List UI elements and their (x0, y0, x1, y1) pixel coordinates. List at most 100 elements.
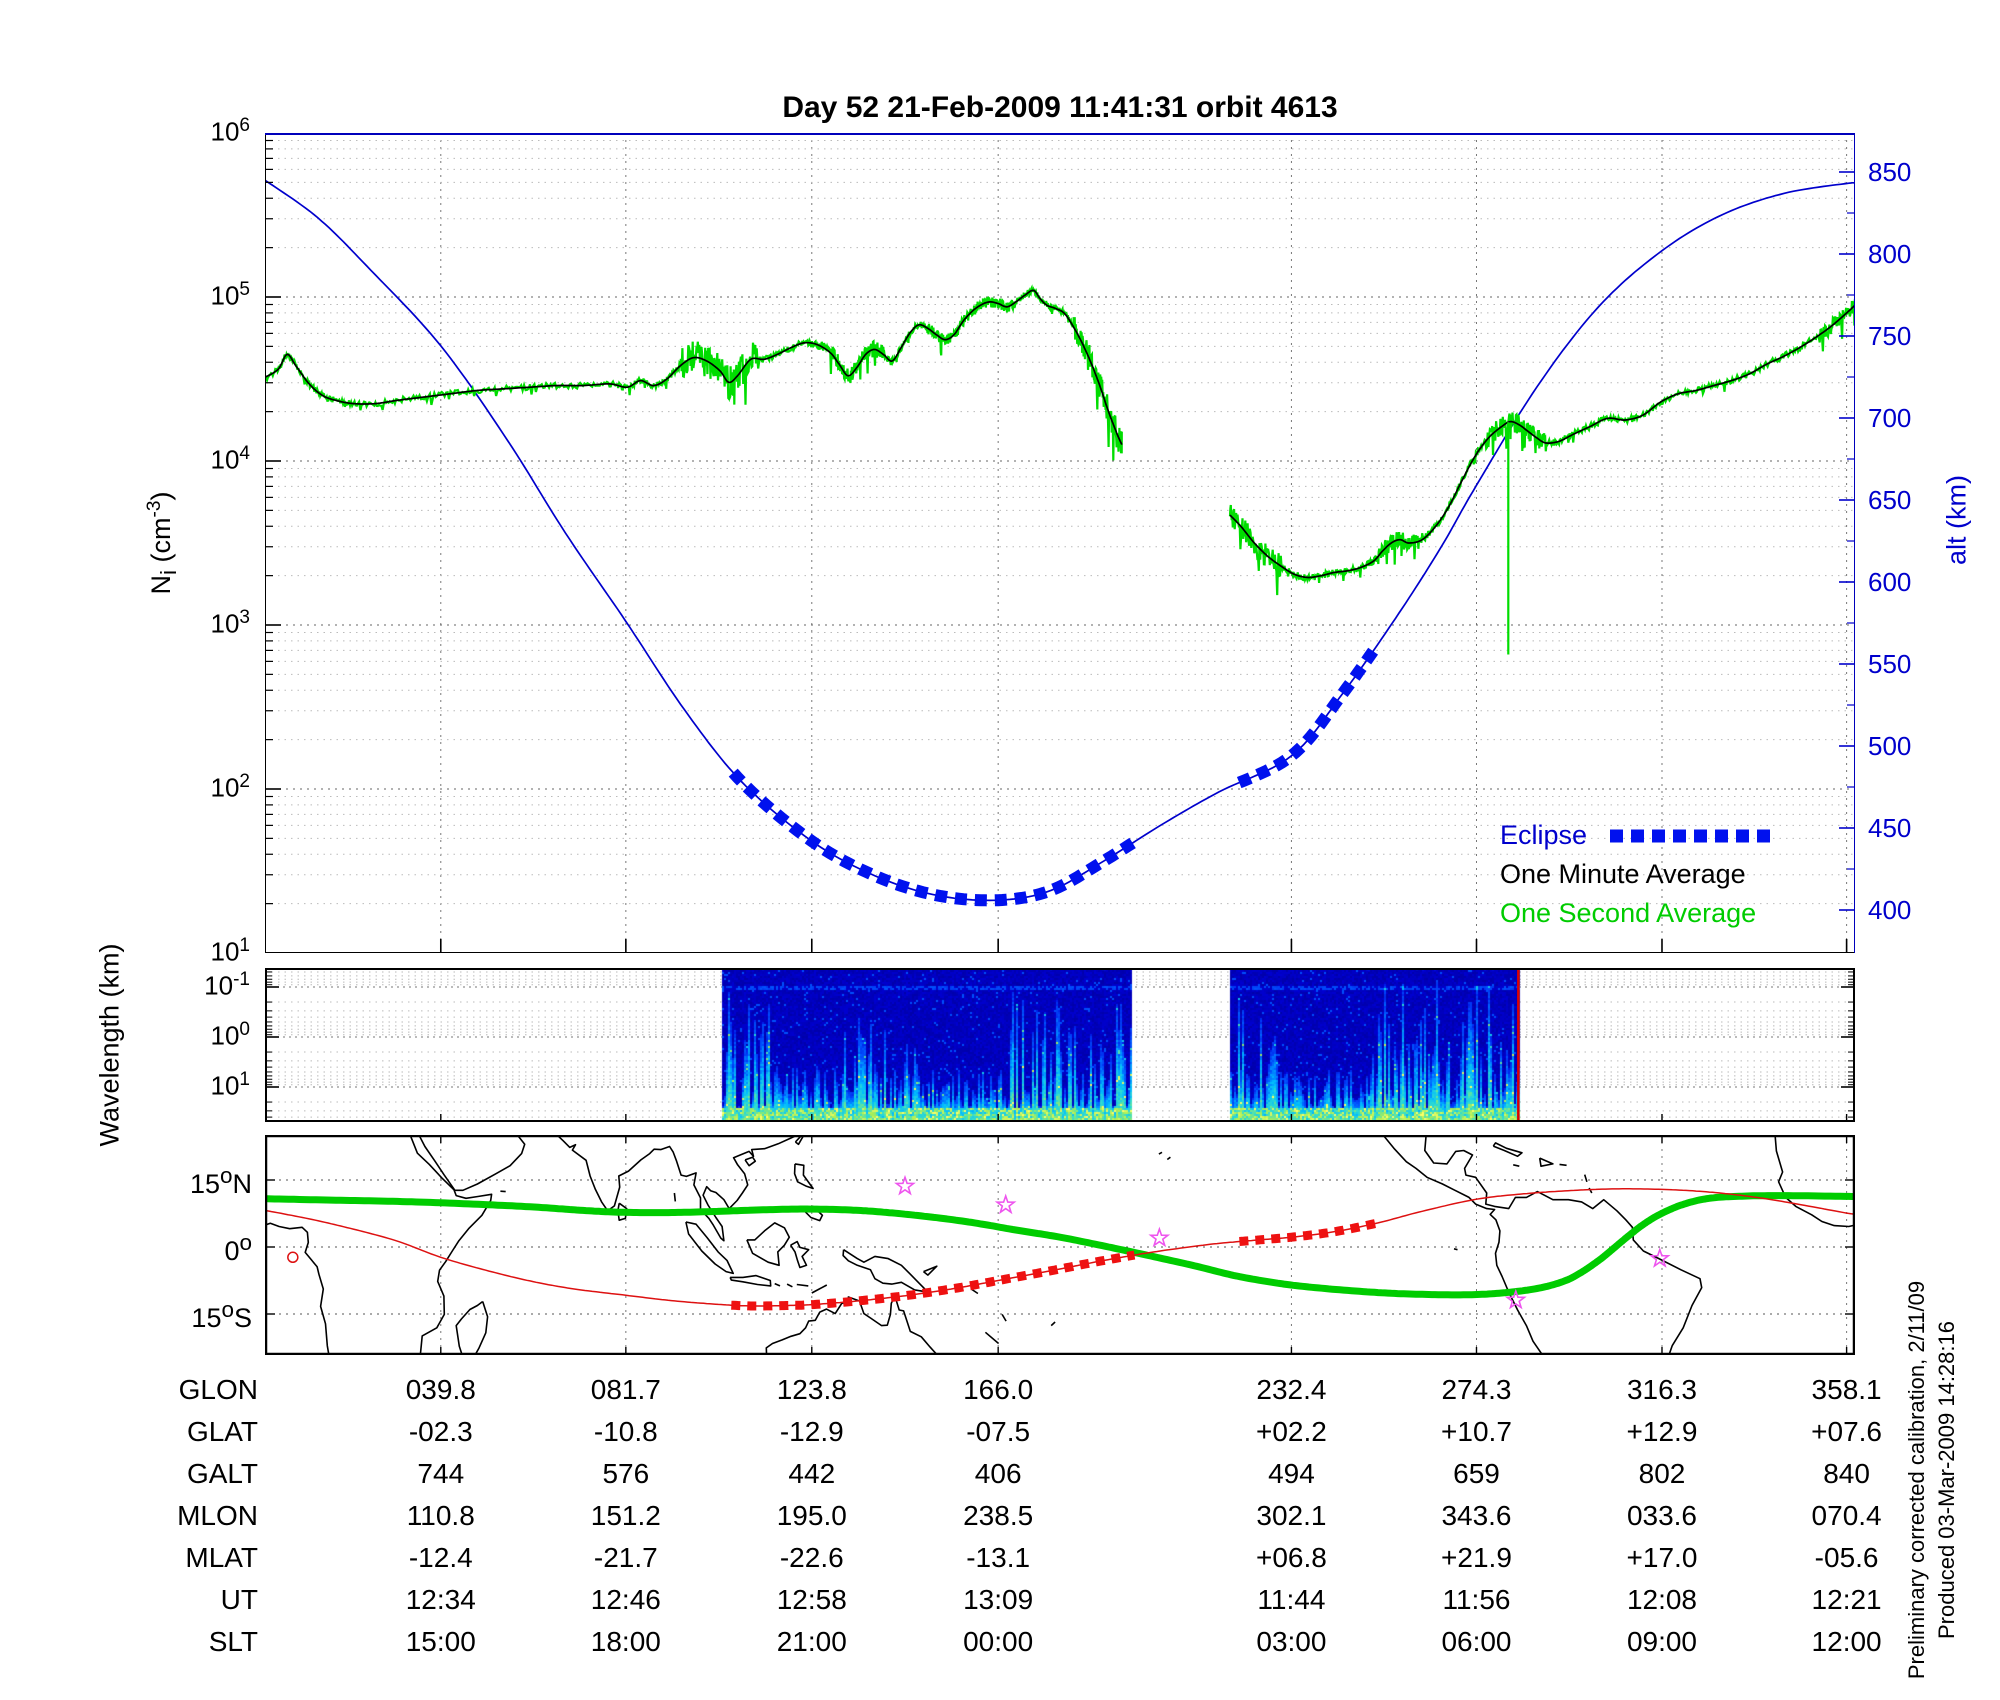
table-row-label: SLT (208, 1626, 258, 1657)
table-cell: 238.5 (963, 1500, 1034, 1531)
coastline (923, 1265, 938, 1276)
table-cell: 166.0 (963, 1374, 1034, 1405)
table-cell: 195.0 (776, 1500, 847, 1531)
coastline (811, 1284, 828, 1294)
ni-tick-label: 101 (210, 935, 251, 967)
table-row-label: GLAT (186, 1416, 258, 1447)
coastline (1453, 1248, 1458, 1251)
table-cell: 494 (1268, 1458, 1315, 1489)
table-row-label: MLON (177, 1500, 258, 1531)
coastline (1588, 1187, 1593, 1194)
coastline (1583, 1174, 1588, 1183)
table-cell: 123.8 (776, 1374, 847, 1405)
table-cell: 840 (1823, 1458, 1870, 1489)
table-cell: 06:00 (1441, 1626, 1512, 1657)
coastline (1774, 1135, 1855, 1228)
table-cell: +07.6 (1811, 1416, 1883, 1447)
table-cell: 302.1 (1256, 1500, 1327, 1531)
table-cell: -05.6 (1814, 1542, 1879, 1573)
alt-tick-label: 750 (1868, 321, 1912, 351)
table-cell: 406 (974, 1458, 1022, 1489)
coastline (673, 1192, 677, 1202)
eclipse-ground-segment (1239, 1218, 1379, 1246)
coastline (455, 1300, 489, 1355)
table-cell: 110.8 (406, 1500, 475, 1531)
table-cell: 12:21 (1811, 1584, 1882, 1615)
table-cell: 11:56 (1442, 1584, 1511, 1615)
wavelength-tick-label: 100 (210, 1019, 251, 1051)
magnetic-equator-line (265, 1192, 1855, 1299)
alt-tick-label: 850 (1868, 157, 1912, 187)
track-start-marker (287, 1251, 299, 1264)
alt-tick-label: 800 (1868, 239, 1912, 269)
table-cell: 12:58 (776, 1584, 847, 1615)
coastline (984, 1331, 1000, 1345)
table-cell: -12.9 (779, 1416, 844, 1447)
table-cell: 21:00 (776, 1626, 847, 1657)
station-star (1504, 1288, 1527, 1310)
alt-axis-label: alt (km) (1941, 475, 1972, 565)
table-cell: 274.3 (1441, 1374, 1512, 1405)
coastline (685, 1221, 734, 1275)
eclipse-dashed-segment (728, 768, 1136, 907)
legend-eclipse-label: Eclipse (1500, 820, 1588, 850)
table-cell: 070.4 (1811, 1500, 1882, 1531)
spectrogram-frame (265, 968, 1855, 1122)
wavelength-tick-label: 101 (210, 1069, 251, 1101)
table-cell: 15:00 (405, 1626, 476, 1657)
coastline (418, 1135, 526, 1192)
one-second-average-curve (265, 284, 1123, 461)
table-row-label: MLAT (185, 1542, 258, 1573)
altitude-curve (265, 179, 1855, 902)
table-cell: 576 (602, 1458, 650, 1489)
table-cell: 12:46 (590, 1584, 661, 1615)
table-cell: 316.3 (1626, 1374, 1698, 1405)
coastline (774, 1282, 781, 1287)
ni-axis-label: Ni (cm-3) (143, 491, 182, 595)
produced-note: Produced 03-Mar-2009 14:28:16 (1934, 1321, 1959, 1639)
table-cell: +02.2 (1255, 1416, 1327, 1447)
table-cell: -21.7 (593, 1542, 658, 1573)
coastline (842, 1249, 929, 1293)
table-cell: -22.6 (779, 1542, 844, 1573)
table-cell: -13.1 (966, 1542, 1031, 1573)
table-cell: 802 (1638, 1458, 1686, 1489)
station-star (994, 1193, 1017, 1215)
table-cell: +10.7 (1441, 1416, 1512, 1447)
coastline (796, 1283, 809, 1287)
table-cell: 09:00 (1626, 1626, 1698, 1657)
density-altitude-plot (265, 133, 1855, 953)
coastline (744, 1156, 757, 1167)
table-row-label: GALT (186, 1458, 258, 1489)
legend-one-second-label: One Second Average (1500, 898, 1757, 928)
wavelength-tick-label: 10-1 (204, 969, 250, 1001)
table-cell: +21.9 (1441, 1542, 1512, 1573)
wavelength-axis-label: Wavelength (km) (94, 943, 125, 1147)
alt-tick-label: 600 (1868, 567, 1912, 597)
table-cell: 442 (788, 1458, 836, 1489)
alt-tick-label: 400 (1868, 895, 1912, 925)
table-cell: +17.0 (1626, 1542, 1698, 1573)
table-cell: 358.1 (1811, 1374, 1882, 1405)
coastline (1538, 1157, 1554, 1167)
table-cell: -10.8 (593, 1416, 658, 1447)
coastline (1050, 1321, 1056, 1327)
coastline (556, 1135, 798, 1242)
eclipse-ground-segment (731, 1250, 1136, 1311)
table-cell: 232.4 (1256, 1374, 1327, 1405)
alt-tick-label: 700 (1868, 403, 1912, 433)
coastline (409, 1135, 493, 1355)
alt-tick-label: 650 (1868, 485, 1912, 515)
ni-tick-label: 104 (210, 443, 251, 475)
table-cell: 12:08 (1626, 1584, 1698, 1615)
map-lat-label: 15oN (189, 1162, 252, 1199)
plot-title: Day 52 21-Feb-2009 11:41:31 orbit 4613 (782, 91, 1338, 124)
coastline (265, 1222, 330, 1355)
table-cell: 343.6 (1441, 1500, 1512, 1531)
station-star (1148, 1226, 1171, 1248)
station-star (1648, 1247, 1671, 1268)
alt-tick-label: 450 (1868, 813, 1912, 843)
table-cell: -12.4 (408, 1542, 473, 1573)
alt-tick-label: 500 (1868, 731, 1912, 761)
